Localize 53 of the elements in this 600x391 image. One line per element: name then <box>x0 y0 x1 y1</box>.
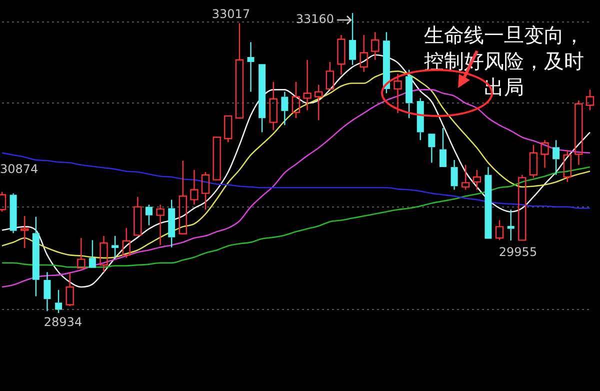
candlestick <box>235 22 244 119</box>
candlestick <box>168 199 176 248</box>
candlestick <box>394 73 402 114</box>
candlestick <box>462 164 470 190</box>
candlestick <box>77 237 86 268</box>
candlestick <box>146 204 152 226</box>
candlestick <box>406 69 413 119</box>
candlestick <box>32 216 40 297</box>
candlestick <box>10 192 17 234</box>
candlestick <box>247 42 254 92</box>
candlestick <box>326 61 334 90</box>
candlestick <box>55 289 62 314</box>
candlestick <box>484 166 492 239</box>
candlestick <box>314 84 323 121</box>
candlestick <box>156 204 164 246</box>
text: 28934 <box>44 315 82 330</box>
candlestick <box>472 169 482 190</box>
candlestick <box>337 34 346 76</box>
candlestick <box>178 160 188 234</box>
candlestick <box>428 134 436 164</box>
annotation: 33017 <box>212 7 250 22</box>
candlestick <box>88 240 96 268</box>
candlestick <box>371 32 380 60</box>
candlestick <box>529 144 538 178</box>
candlestick <box>586 89 594 111</box>
candlestick <box>507 209 514 242</box>
candlestick <box>303 59 312 111</box>
candlestick <box>450 159 458 190</box>
candlestick <box>440 127 446 168</box>
candlestick <box>281 91 288 126</box>
candlestick <box>44 272 51 312</box>
candlestick <box>258 64 266 133</box>
candlestick <box>134 196 142 236</box>
candlestick <box>563 149 572 183</box>
annotation: 33160 <box>296 12 334 26</box>
candlestick <box>552 139 560 176</box>
candlestick <box>190 169 198 206</box>
candlestick <box>269 81 278 131</box>
candlestick <box>122 227 130 259</box>
candlestick <box>540 139 549 168</box>
candlestick <box>382 32 390 94</box>
candlestick <box>20 215 29 249</box>
candlestick <box>112 235 119 259</box>
annotation: 29955 <box>498 245 538 260</box>
candlestick <box>100 235 108 273</box>
candlestick <box>574 100 583 166</box>
candlestick <box>292 81 300 119</box>
candlestick <box>349 12 356 66</box>
candlestick <box>201 171 210 210</box>
candlestick <box>66 272 74 307</box>
candlestick <box>360 34 368 73</box>
candlestick <box>416 98 424 141</box>
annotation: 30874 <box>0 162 38 176</box>
